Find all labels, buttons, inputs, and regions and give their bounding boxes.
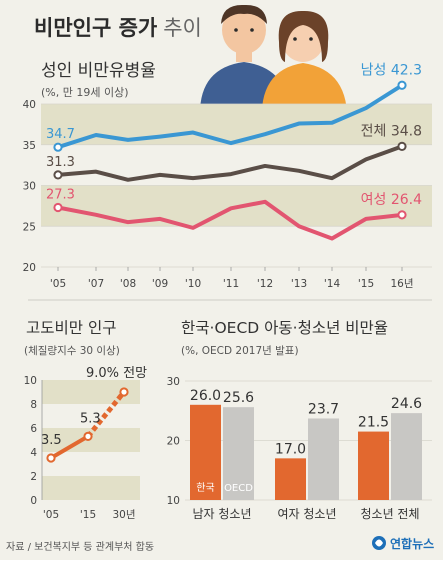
chart2-value-label: 3.5: [41, 433, 62, 448]
chart3-series-name: OECD: [224, 483, 253, 494]
chart1-x-tick-label: '10: [185, 278, 201, 290]
chart3-bar: [190, 404, 221, 500]
chart2-x-tick-label: '05: [43, 509, 59, 521]
chart1-point: [397, 210, 407, 220]
yonhap-logo: 연합뉴스: [372, 536, 434, 551]
chart2-x-tick-label: '15: [80, 509, 96, 521]
chart2-bands: [42, 380, 140, 500]
chart1-point: [397, 141, 407, 151]
chart3-bar: [223, 407, 254, 500]
chart2-value-label: 5.3: [80, 411, 101, 426]
chart3-category-label: 청소년 전체: [360, 507, 419, 521]
chart1-series-line-1: [57, 144, 403, 182]
chart1-x-tick-label: '14: [324, 278, 341, 290]
chart2-x-axis: '05 '15 30년: [43, 509, 136, 521]
chart3-value-label: 25.6: [223, 390, 254, 406]
page-title-main: 비만인구 증가: [34, 16, 158, 40]
chart1-x-tick-label: '08: [120, 278, 136, 290]
chart2-y-tick-label: 4: [30, 447, 37, 459]
page-title-sub: 추이: [163, 16, 202, 40]
chart1-end-label: 남성 42.3: [361, 62, 422, 78]
chart2-subtitle: (체질량지수 30 이상): [24, 345, 120, 357]
chart3-y-tick-label: 30: [167, 376, 180, 388]
chart1-start-label: 27.3: [46, 188, 75, 203]
chart2-y-axis: 0 2 4 6 8 10: [24, 375, 43, 507]
page-title: 비만인구 증가 추이: [34, 16, 202, 40]
chart1-y-tick-label: 35: [23, 140, 36, 152]
chart1-x-tick-label: '09: [152, 278, 168, 290]
chart2-y-tick-label: 0: [30, 495, 37, 507]
chart2-title: 고도비만 인구: [26, 319, 117, 337]
chart3-bar: [275, 458, 306, 500]
chart2-point: [83, 431, 93, 441]
chart1-point: [397, 80, 407, 90]
chart3-x-axis: 남자 청소년 여자 청소년 청소년 전체: [192, 507, 419, 521]
chart2-y-tick-label: 6: [30, 423, 37, 435]
chart1-point: [53, 202, 63, 213]
chart1-series-line-2: [57, 199, 403, 241]
chart1-y-tick-label: 40: [23, 99, 36, 111]
chart1-start-label: 34.7: [46, 127, 75, 142]
logo-text: 연합뉴스: [390, 536, 434, 551]
chart3-series-name: 한국: [196, 482, 214, 494]
chart2-band: [42, 428, 140, 452]
chart1-y-axis: 20 25 30 35 40: [23, 99, 432, 274]
chart3-category-label: 여자 청소년: [277, 507, 336, 521]
chart1-y-tick-label: 30: [23, 181, 36, 193]
chart1-x-tick-label: '15: [358, 278, 374, 290]
chart3-bars: 26.0 한국 25.6 OECD 17.0 23.7 21.524.6: [190, 388, 422, 500]
chart3-bar: [358, 431, 389, 500]
chart1-start-label: 31.3: [46, 155, 75, 170]
source-note: 자료 / 보건복지부 등 관계부처 합동: [6, 541, 154, 553]
chart3-y-tick-label: 20: [167, 436, 180, 448]
chart1-x-tick-label: 16년: [390, 278, 413, 290]
chart1-end-label: 여성 26.4: [361, 192, 422, 208]
chart3-value-label: 21.5: [358, 415, 389, 431]
chart2-x-tick-label: 30년: [112, 509, 135, 521]
chart1-x-tick-label: '11: [223, 278, 239, 290]
chart1-y-tick-label: 25: [23, 221, 36, 233]
chart1-end-label: 전체 34.8: [361, 123, 422, 139]
chart3-y-tick-label: 10: [167, 495, 180, 507]
chart2-value-label: 9.0% 전망: [86, 366, 147, 381]
chart1-subtitle: (%, 만 19세 이상): [41, 86, 129, 99]
chart1-x-tick-label: '12: [257, 278, 273, 290]
chart2-projection-line: [86, 390, 126, 438]
chart2-band: [42, 476, 140, 500]
chart2-y-tick-label: 8: [30, 399, 37, 411]
chart3-category-label: 남자 청소년: [192, 507, 251, 521]
chart1-point: [53, 170, 63, 180]
chart3-value-label: 24.6: [391, 396, 422, 412]
chart2-y-tick-label: 2: [30, 471, 37, 483]
chart3-value-label: 26.0: [190, 388, 221, 404]
chart1-point: [53, 142, 63, 152]
chart1-bands: [41, 104, 432, 227]
chart3-bar: [308, 418, 339, 500]
chart3-subtitle: (%, OECD 2017년 발표): [181, 345, 299, 357]
chart3-bar: [391, 413, 422, 500]
chart1-x-axis: '05 '07 '08 '09 '10 '11 '12 '13 '14 '15 16년: [50, 267, 414, 290]
chart1-x-tick-label: '13: [291, 278, 307, 290]
chart1-x-tick-label: '07: [88, 278, 104, 290]
chart2-y-tick-label: 10: [24, 375, 37, 387]
chart1-y-tick-label: 20: [23, 262, 36, 274]
chart1-series: 34.7 남성 42.3 31.3 전체 34.8 27.3 여성 26.4: [46, 62, 422, 241]
chart3-value-label: 17.0: [275, 441, 306, 457]
chart2-series: 3.5 5.3 9.0% 전망: [41, 366, 147, 463]
chart2-point: [119, 387, 129, 397]
chart2-series-line: [49, 434, 90, 460]
chart3-title: 한국·OECD 아동·청소년 비만율: [181, 319, 388, 337]
chart1-series-line-0: [57, 83, 404, 150]
chart2-point: [46, 453, 56, 463]
chart3-value-label: 23.7: [308, 401, 339, 417]
chart1-x-tick-label: '05: [50, 278, 66, 290]
chart1-title: 성인 비만유병율: [41, 61, 156, 81]
